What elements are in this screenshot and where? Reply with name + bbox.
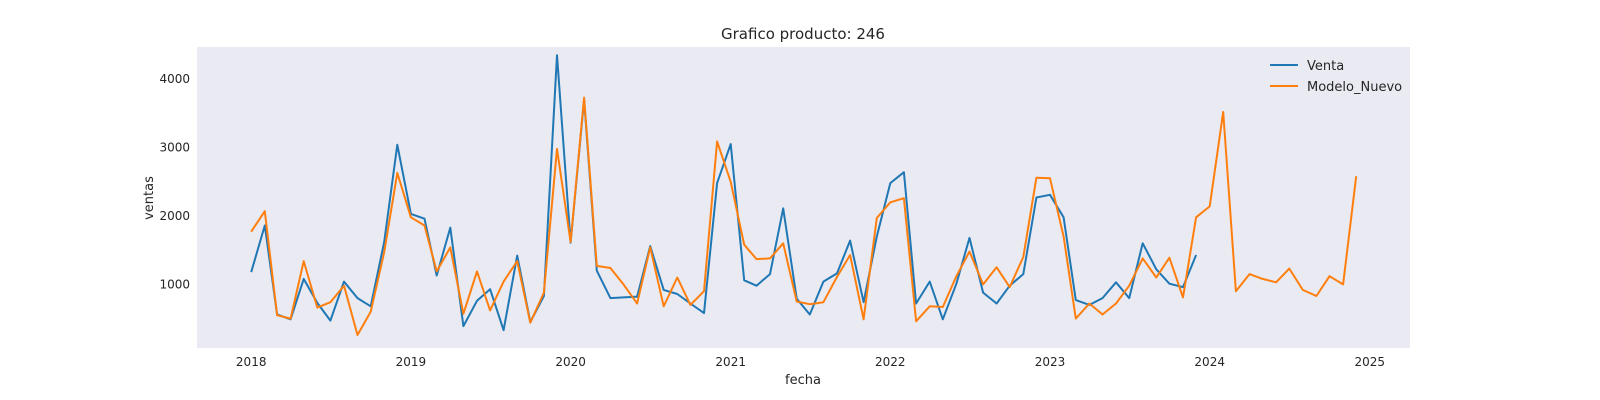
y-axis-label: ventas <box>142 176 157 220</box>
legend: Venta Modelo_Nuevo <box>1270 59 1402 95</box>
legend-label-venta: Venta <box>1307 59 1344 74</box>
x-tick-label: 2023 <box>1035 355 1066 369</box>
x-tick-label: 2024 <box>1194 355 1225 369</box>
y-tick-labels: 1000 2000 3000 4000 <box>159 72 190 291</box>
y-tick-label: 3000 <box>159 141 190 155</box>
y-tick-label: 4000 <box>159 72 190 86</box>
x-tick-labels: 2018 2019 2020 2021 2022 2023 2024 2025 <box>236 355 1385 369</box>
x-tick-label: 2019 <box>396 355 427 369</box>
x-tick-label: 2020 <box>555 355 586 369</box>
x-tick-label: 2021 <box>715 355 746 369</box>
y-tick-label: 2000 <box>159 209 190 223</box>
legend-label-modelo_nuevo: Modelo_Nuevo <box>1307 80 1402 95</box>
chart-title: Grafico producto: 246 <box>721 25 885 43</box>
y-tick-label: 1000 <box>159 277 190 291</box>
x-axis-label: fecha <box>785 373 821 388</box>
x-tick-label: 2025 <box>1355 355 1386 369</box>
series-line-modelo_nuevo <box>250 96 1358 336</box>
plot-area <box>197 47 1410 348</box>
x-tick-label: 2022 <box>875 355 906 369</box>
x-tick-label: 2018 <box>236 355 267 369</box>
series-lines <box>250 54 1358 336</box>
